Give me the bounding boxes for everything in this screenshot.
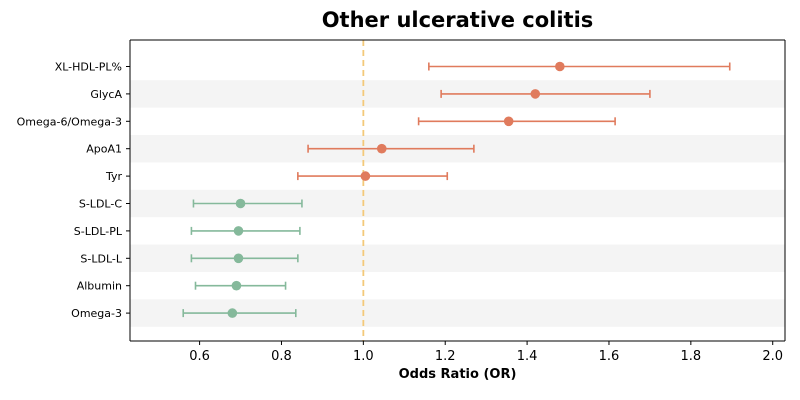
y-tick-label: Omega-3	[71, 307, 122, 320]
y-tick-label: S-LDL-L	[80, 252, 122, 265]
x-tick-label: 0.6	[189, 349, 210, 364]
point-estimate	[231, 280, 242, 291]
x-tick-label: 1.2	[435, 349, 456, 364]
x-tick-label: 1.6	[599, 349, 620, 364]
point-estimate	[227, 308, 238, 318]
y-tick-label: S-LDL-PL	[74, 225, 123, 238]
x-tick-label: 0.8	[271, 349, 292, 364]
x-tick-label: 2.0	[762, 349, 783, 364]
x-tick-label: 1.0	[353, 349, 374, 364]
point-estimate	[233, 226, 244, 236]
point-estimate	[376, 143, 387, 154]
y-tick-label: GlycA	[90, 88, 122, 101]
point-estimate	[233, 253, 244, 264]
y-tick-label: Albumin	[77, 280, 122, 293]
y-tick-label: ApoA1	[86, 143, 122, 156]
point-estimate	[235, 198, 246, 209]
y-tick-label: Tyr	[105, 170, 123, 183]
point-estimate	[360, 171, 371, 181]
x-tick-label: 1.8	[681, 349, 702, 364]
x-axis-label: Odds Ratio (OR)	[398, 367, 517, 382]
point-estimate	[530, 89, 541, 99]
y-tick-label: Omega-6/Omega-3	[17, 115, 122, 128]
x-tick-label: 1.4	[517, 349, 538, 364]
y-tick-label: XL-HDL-PL%	[55, 61, 122, 74]
chart-title: Other ulcerative colitis	[321, 8, 594, 32]
point-estimate	[555, 61, 565, 72]
point-estimate	[503, 116, 514, 127]
y-tick-label: S-LDL-C	[79, 198, 122, 211]
